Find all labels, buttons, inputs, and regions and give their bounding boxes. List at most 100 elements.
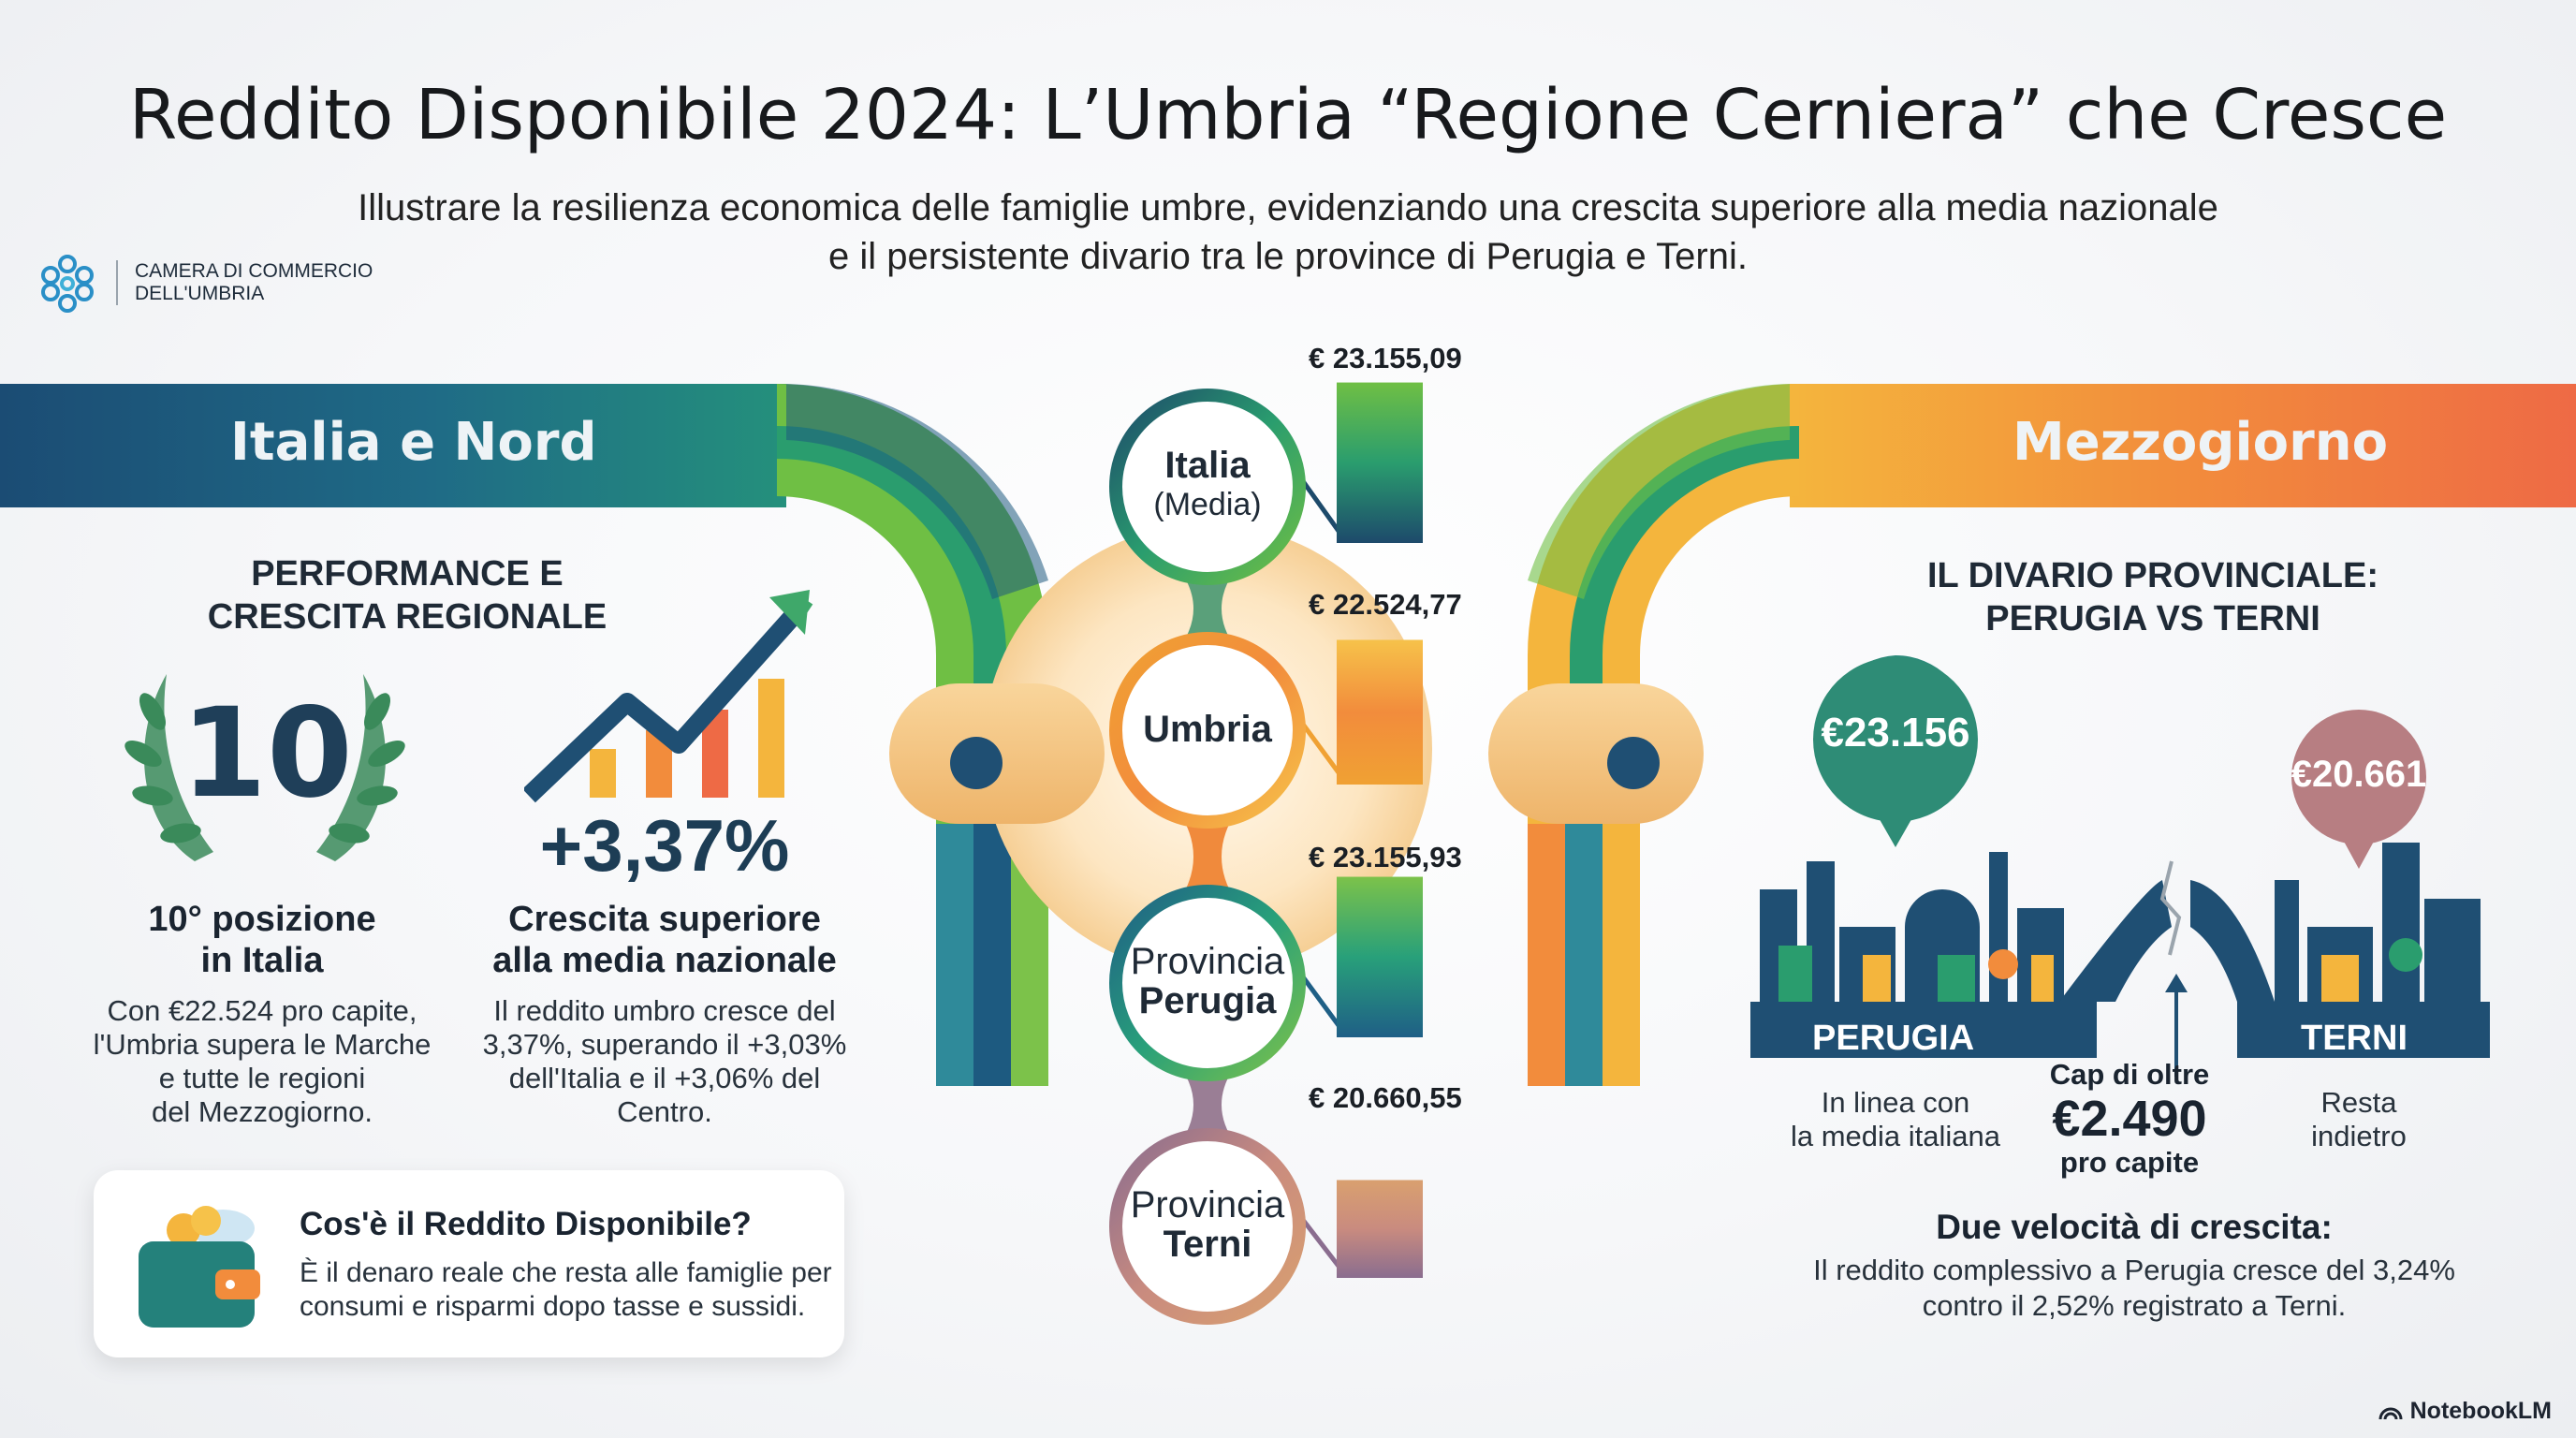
left-arch-inner	[786, 384, 1048, 599]
subtitle-line-2: e il persistente divario tra le province…	[828, 236, 1748, 277]
rank-title-line-1: 10° posizione	[148, 900, 376, 939]
info-text-line-1: È il denaro reale che resta alle famigli…	[300, 1257, 832, 1288]
growth-text-line-3: dell'Italia e il +3,06% del	[508, 1062, 821, 1094]
left-section-heading: PERFORMANCE E CRESCITA REGIONALE	[131, 552, 683, 638]
notebooklm-icon	[2378, 1407, 2403, 1419]
rank-text-line-1: Con €22.524 pro capite,	[107, 994, 417, 1027]
right-band	[1790, 384, 2576, 507]
cities-illustration	[1750, 655, 2490, 1077]
left-heading-line-2: CRESCITA REGIONALE	[207, 597, 607, 637]
speeds-text-line-1: Il reddito complessivo a Perugia cresce …	[1813, 1254, 2455, 1286]
node-label-4: Provincia Terni	[1105, 1185, 1310, 1264]
rank-description: Con €22.524 pro capite, l'Umbria supera …	[89, 994, 435, 1129]
growth-title: Crescita superiore alla media nazionale	[487, 899, 842, 981]
subtitle-line-1: Illustrare la resilienza economica delle…	[358, 187, 2218, 228]
right-heading-line-2: PERUGIA VS TERNI	[1985, 599, 2320, 638]
node-label-2: Umbria	[1105, 710, 1310, 749]
page-subtitle: Illustrare la resilienza economica delle…	[258, 183, 2318, 281]
perugia-note-line-1: In linea con	[1821, 1086, 1970, 1119]
hinge-pin-left	[950, 737, 1003, 789]
gap-line-1: Cap di oltre	[2049, 1058, 2210, 1091]
terni-label: TERNI	[2301, 1019, 2408, 1058]
bar-value-label-2: € 22.524,77	[1309, 588, 1462, 621]
gap-callout: Cap di oltre €2.490 pro capite	[2022, 1058, 2237, 1180]
right-heading-line-1: IL DIVARIO PROVINCIALE:	[1926, 556, 2379, 595]
rank-text-line-3: e tutte le regioni	[158, 1062, 366, 1094]
info-box: Cos'è il Reddito Disponibile? È il denar…	[94, 1170, 844, 1357]
info-text-line-2: consumi e risparmi dopo tasse e sussidi.	[300, 1291, 806, 1322]
node-ring-1	[1109, 389, 1306, 585]
node-label-1: Italia (Media)	[1105, 446, 1310, 524]
value-bar-1	[1337, 382, 1423, 543]
value-bar-4	[1337, 1180, 1423, 1278]
terni-pin-value: €20.661	[2291, 754, 2427, 795]
growth-text-line-2: 3,37%, superando il +3,03%	[482, 1028, 847, 1061]
laurel-wreath-icon	[124, 674, 405, 861]
node-label-3: Provincia Perugia	[1105, 942, 1310, 1020]
rank-text-line-4: del Mezzogiorno.	[151, 1095, 373, 1128]
perugia-label: PERUGIA	[1812, 1019, 1975, 1058]
node-ring-2	[1109, 632, 1306, 829]
chain-link-2	[1179, 813, 1236, 901]
rank-number: 10	[181, 682, 353, 826]
info-text: È il denaro reale che resta alle famigli…	[300, 1256, 832, 1324]
wallet-icon	[139, 1206, 260, 1328]
chain-link-3	[1179, 1065, 1236, 1144]
band-label-left: Italia e Nord	[230, 412, 597, 473]
speeds-text-line-2: contro il 2,52% registrato a Terni.	[1922, 1289, 2347, 1322]
node-label-3-line-1: Provincia	[1130, 941, 1285, 982]
terni-note-line-2: indietro	[2311, 1120, 2407, 1152]
terni-note: Resta indietro	[2256, 1086, 2462, 1153]
bar-value-label-4: € 20.660,55	[1309, 1081, 1462, 1114]
perugia-note: In linea con la media italiana	[1769, 1086, 2022, 1153]
growth-description: Il reddito umbro cresce del 3,37%, super…	[477, 994, 852, 1129]
growth-title-line-1: Crescita superiore	[508, 900, 821, 939]
terni-note-line-1: Resta	[2320, 1086, 2397, 1119]
growth-percentage: +3,37%	[539, 804, 790, 887]
chamber-logo: CAMERA DI COMMERCIO DELL'UMBRIA	[37, 253, 373, 313]
rank-text-line-2: l'Umbria supera le Marche	[93, 1028, 432, 1061]
bar-value-label-3: € 23.155,93	[1309, 841, 1462, 873]
growth-text-line-1: Il reddito umbro cresce del	[493, 994, 836, 1027]
node-label-3-line-2: Perugia	[1138, 980, 1277, 1021]
left-arch-foot-1	[936, 824, 973, 1086]
growth-chart-icon	[524, 590, 813, 803]
footer-brand: NotebookLM	[2378, 1398, 2552, 1425]
band-label-right: Mezzogiorno	[2012, 412, 2389, 473]
info-title: Cos'è il Reddito Disponibile?	[300, 1206, 752, 1242]
perugia-note-line-2: la media italiana	[1790, 1120, 2001, 1152]
logo-line-1: CAMERA DI COMMERCIO	[135, 260, 373, 282]
value-bar-2	[1337, 639, 1423, 785]
rank-title-line-2: in Italia	[200, 941, 324, 980]
growth-title-line-2: alla media nazionale	[492, 941, 837, 980]
logo-line-2: DELL'UMBRIA	[135, 283, 265, 304]
node-label-1-line-1: Italia	[1164, 445, 1251, 486]
hinge-plate-right	[1488, 683, 1704, 824]
left-heading-line-1: PERFORMANCE E	[251, 554, 564, 594]
node-label-1-line-2: (Media)	[1153, 487, 1262, 522]
node-label-4-line-2: Terni	[1163, 1224, 1252, 1265]
right-arch-inner	[1528, 384, 1790, 599]
node-label-4-line-1: Provincia	[1130, 1184, 1285, 1225]
footer-brand-text: NotebookLM	[2409, 1398, 2552, 1424]
page-title: Reddito Disponibile 2024: L’Umbria “Regi…	[128, 75, 2448, 155]
right-section-heading: IL DIVARIO PROVINCIALE: PERUGIA VS TERNI	[1835, 554, 2471, 640]
left-band	[0, 384, 786, 507]
chamber-logo-text: CAMERA DI COMMERCIO DELL'UMBRIA	[116, 260, 373, 305]
right-arch-foot-2	[1565, 824, 1603, 1086]
node-ring-4	[1109, 1128, 1306, 1325]
chain-link-1	[1179, 569, 1236, 648]
center-comparison-chart	[1109, 382, 1423, 1325]
perugia-pin-value: €23.156	[1821, 710, 1970, 756]
left-arch-foot-2	[973, 824, 1011, 1086]
value-bar-3	[1337, 876, 1423, 1037]
speeds-title: Due velocità di crescita:	[1936, 1208, 2333, 1246]
rank-title: 10° posizione in Italia	[103, 899, 421, 981]
gap-line-3: pro capite	[2059, 1146, 2200, 1179]
right-arch-foot-1	[1528, 824, 1565, 1086]
growth-speeds: Due velocità di crescita: Il reddito com…	[1760, 1208, 2509, 1324]
node-ring-3	[1109, 885, 1306, 1081]
growth-text-line-4: Centro.	[617, 1095, 712, 1128]
right-arch-foot-3	[1603, 824, 1640, 1086]
node-label-2-line-1: Umbria	[1143, 709, 1272, 750]
